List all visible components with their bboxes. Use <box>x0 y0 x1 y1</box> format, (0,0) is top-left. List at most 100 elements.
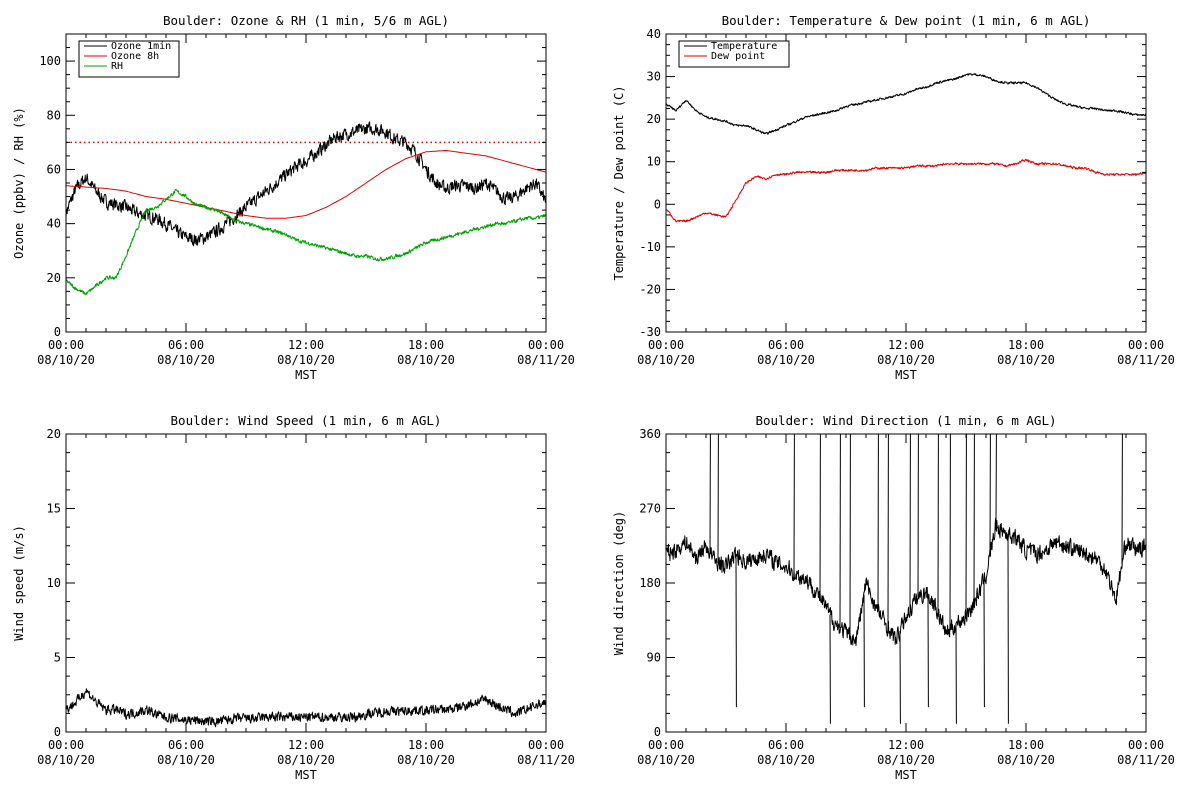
y-tick-label: 90 <box>647 651 661 665</box>
plot-frame <box>65 33 547 333</box>
legend-label: RH <box>111 61 123 72</box>
legend-label: Ozone 1min <box>111 41 171 52</box>
plot-area <box>66 121 546 296</box>
x-tick-time: 00:00 <box>48 338 84 352</box>
x-tick-date: 08/10/20 <box>637 353 695 367</box>
x-tick-time: 12:00 <box>888 738 924 752</box>
legend-label: Temperature <box>711 41 777 52</box>
x-axis-label: MST <box>895 368 917 382</box>
y-tick-label: 360 <box>639 427 661 441</box>
plot-area <box>666 73 1146 223</box>
series-line-1 <box>666 158 1146 223</box>
x-tick-time: 06:00 <box>768 738 804 752</box>
x-tick-time: 18:00 <box>1008 738 1044 752</box>
y-tick-label: 20 <box>47 427 61 441</box>
y-tick-label: 40 <box>647 27 661 41</box>
x-tick-time: 18:00 <box>408 738 444 752</box>
y-tick-label: 40 <box>47 217 61 231</box>
y-tick-label: 60 <box>47 162 61 176</box>
y-tick-label: 20 <box>47 271 61 285</box>
y-tick-label: 180 <box>639 576 661 590</box>
y-tick-label: 5 <box>54 651 61 665</box>
x-tick-time: 00:00 <box>1128 338 1164 352</box>
x-tick-date: 08/10/20 <box>277 753 335 767</box>
legend-label: Ozone 8h <box>111 51 159 62</box>
x-tick-date: 08/10/20 <box>397 753 455 767</box>
y-tick-label: 15 <box>47 502 61 516</box>
x-tick-date: 08/10/20 <box>877 353 935 367</box>
series-line-2 <box>66 188 546 296</box>
x-tick-date: 08/10/20 <box>157 753 215 767</box>
x-tick-date: 08/10/20 <box>877 753 935 767</box>
series-line-1 <box>66 150 546 219</box>
chart-ozone_rh: Boulder: Ozone & RH (1 min, 5/6 m AGL) 0 2… <box>12 13 575 382</box>
x-tick-time: 00:00 <box>648 338 684 352</box>
y-tick-label: 80 <box>47 108 61 122</box>
y-axis-label: Ozone (ppbv) / RH (%) <box>12 107 26 259</box>
x-tick-date: 08/10/20 <box>757 353 815 367</box>
chart-wind_dir: Boulder: Wind Direction (1 min, 6 m AGL)… <box>612 413 1175 782</box>
x-tick-date: 08/10/20 <box>997 753 1055 767</box>
x-axis-label: MST <box>295 768 317 782</box>
chart-temp_dew: Boulder: Temperature & Dew point (1 min,… <box>612 13 1175 382</box>
plot-frame <box>665 33 1147 333</box>
legend-box <box>678 40 790 68</box>
y-tick-label: 20 <box>647 112 661 126</box>
x-tick-date: 08/10/20 <box>277 353 335 367</box>
x-tick-time: 18:00 <box>408 338 444 352</box>
y-tick-label: 0 <box>54 325 61 339</box>
x-tick-time: 06:00 <box>168 338 204 352</box>
y-tick-label: 100 <box>39 54 61 68</box>
x-tick-date: 08/10/20 <box>637 753 695 767</box>
y-axis-label: Wind speed (m/s) <box>12 525 26 641</box>
chart-wind_speed: Boulder: Wind Speed (1 min, 6 m AGL) 0 5 10… <box>12 413 575 782</box>
x-tick-time: 00:00 <box>1128 738 1164 752</box>
x-tick-time: 12:00 <box>288 338 324 352</box>
chart-title: Boulder: Temperature & Dew point (1 min,… <box>722 13 1091 28</box>
x-tick-time: 00:00 <box>648 738 684 752</box>
plot-frame <box>665 433 1147 733</box>
x-tick-time: 12:00 <box>888 338 924 352</box>
y-tick-label: 10 <box>47 576 61 590</box>
x-tick-time: 06:00 <box>768 338 804 352</box>
x-tick-time: 00:00 <box>48 738 84 752</box>
x-tick-date: 08/11/20 <box>517 353 575 367</box>
series-line-0 <box>66 121 546 247</box>
x-tick-date: 08/10/20 <box>157 353 215 367</box>
x-tick-date: 08/11/20 <box>1117 353 1175 367</box>
x-tick-date: 08/10/20 <box>757 753 815 767</box>
x-tick-time: 00:00 <box>528 738 564 752</box>
plot-frame <box>65 433 547 733</box>
plot-area <box>66 688 546 728</box>
y-tick-label: 0 <box>654 725 661 739</box>
x-tick-date: 08/10/20 <box>997 353 1055 367</box>
y-tick-label: -30 <box>639 325 661 339</box>
x-tick-time: 06:00 <box>168 738 204 752</box>
x-axis-label: MST <box>895 768 917 782</box>
x-tick-date: 08/10/20 <box>37 753 95 767</box>
y-tick-label: 270 <box>639 502 661 516</box>
x-tick-date: 08/10/20 <box>397 353 455 367</box>
legend-box <box>78 40 180 78</box>
x-axis-label: MST <box>295 368 317 382</box>
x-tick-date: 08/10/20 <box>37 353 95 367</box>
x-tick-date: 08/11/20 <box>517 753 575 767</box>
x-tick-time: 12:00 <box>288 738 324 752</box>
y-tick-label: -10 <box>639 240 661 254</box>
chart-title: Boulder: Wind Speed (1 min, 6 m AGL) <box>171 413 442 428</box>
x-tick-date: 08/11/20 <box>1117 753 1175 767</box>
y-tick-label: -20 <box>639 282 661 296</box>
x-tick-time: 00:00 <box>528 338 564 352</box>
y-axis-label: Temperature / Dew point (C) <box>612 85 626 280</box>
y-tick-label: 0 <box>654 197 661 211</box>
series-line-0 <box>666 73 1146 135</box>
series-line-0 <box>66 688 546 728</box>
y-tick-label: 30 <box>647 70 661 84</box>
legend-label: Dew point <box>711 51 765 62</box>
series-line-0 <box>666 517 1146 646</box>
x-tick-time: 18:00 <box>1008 338 1044 352</box>
y-axis-label: Wind direction (deg) <box>612 511 626 656</box>
plot-area <box>666 434 1146 724</box>
